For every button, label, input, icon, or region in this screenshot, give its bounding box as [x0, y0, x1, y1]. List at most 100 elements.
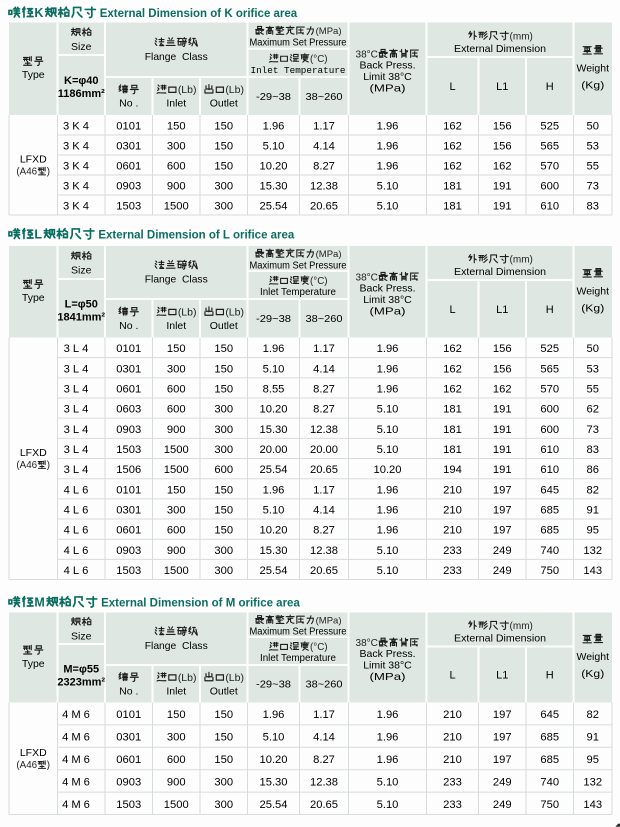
svg-text:150: 150	[167, 343, 186, 355]
svg-text:0903: 0903	[116, 776, 141, 788]
svg-text:Maximum Set Pressure: Maximum Set Pressure	[250, 627, 348, 638]
svg-text:10.20: 10.20	[374, 464, 402, 476]
svg-text:-29~38: -29~38	[256, 314, 291, 325]
svg-text:1.96: 1.96	[377, 754, 399, 766]
svg-text:Type: Type	[22, 658, 45, 670]
svg-text:): )	[47, 460, 50, 471]
svg-text:0601: 0601	[116, 161, 141, 173]
svg-text:Back Press.: Back Press.	[359, 282, 415, 294]
svg-text:Weight: Weight	[577, 651, 610, 663]
svg-text:156: 156	[493, 141, 512, 153]
svg-text:73: 73	[587, 181, 599, 193]
svg-text:156: 156	[493, 343, 512, 355]
svg-text:95: 95	[587, 525, 599, 537]
svg-text:L1: L1	[496, 81, 508, 93]
svg-text:External Dimension: External Dimension	[454, 44, 546, 55]
svg-text:1503: 1503	[116, 201, 141, 213]
svg-text:197: 197	[493, 504, 512, 516]
svg-text:12.38: 12.38	[310, 776, 338, 788]
svg-text:900: 900	[167, 776, 186, 788]
svg-text:181: 181	[443, 181, 462, 193]
svg-text:L=φ50: L=φ50	[65, 298, 98, 310]
svg-text:740: 740	[540, 545, 559, 557]
svg-text:600: 600	[540, 424, 559, 436]
svg-text:197: 197	[493, 754, 512, 766]
svg-text:12.38: 12.38	[310, 424, 338, 436]
svg-text:1500: 1500	[164, 444, 189, 456]
svg-text:685: 685	[540, 504, 559, 516]
svg-text:(A46: (A46	[16, 760, 37, 771]
svg-text:191: 191	[493, 464, 512, 476]
svg-text:(mm): (mm)	[510, 255, 533, 266]
svg-text:0601: 0601	[116, 383, 141, 395]
svg-text:5.10: 5.10	[377, 404, 399, 416]
svg-text:55: 55	[587, 161, 599, 173]
svg-text:0301: 0301	[116, 363, 141, 375]
svg-text:86: 86	[587, 464, 599, 476]
svg-text:8.27: 8.27	[313, 525, 335, 537]
svg-text:0101: 0101	[116, 709, 141, 721]
svg-text:95: 95	[587, 754, 599, 766]
svg-text:570: 570	[540, 383, 559, 395]
svg-text:Outlet: Outlet	[210, 685, 238, 697]
svg-text:4M6: 4M6	[62, 776, 93, 788]
svg-text:210: 210	[443, 732, 462, 744]
svg-text:181: 181	[443, 424, 462, 436]
svg-text:162: 162	[443, 121, 462, 133]
svg-text:191: 191	[493, 201, 512, 213]
svg-text:1.17: 1.17	[313, 343, 335, 355]
svg-text:H: H	[546, 81, 554, 93]
svg-text:Type: Type	[22, 69, 45, 81]
svg-text:1500: 1500	[164, 464, 189, 476]
svg-text:210: 210	[443, 709, 462, 721]
svg-text:0903: 0903	[116, 181, 141, 193]
svg-text:150: 150	[167, 484, 186, 496]
svg-text:1.17: 1.17	[313, 709, 335, 721]
svg-text:3K4: 3K4	[63, 161, 92, 173]
svg-text:1503: 1503	[116, 444, 141, 456]
svg-text:600: 600	[167, 404, 186, 416]
svg-text:300: 300	[214, 444, 233, 456]
svg-text:162: 162	[443, 383, 462, 395]
svg-text:162: 162	[493, 383, 512, 395]
svg-text:645: 645	[540, 484, 559, 496]
svg-text:210: 210	[443, 754, 462, 766]
svg-text:233: 233	[443, 545, 462, 557]
svg-text:0101: 0101	[116, 121, 141, 133]
svg-text:20.65: 20.65	[310, 464, 338, 476]
svg-text:Limit 38°C: Limit 38°C	[363, 660, 412, 672]
svg-text:4L6: 4L6	[64, 504, 92, 516]
svg-text:38°C: 38°C	[356, 49, 378, 60]
svg-text:12.38: 12.38	[310, 181, 338, 193]
svg-text:M=φ55: M=φ55	[63, 663, 99, 675]
svg-text:L: L	[449, 670, 455, 682]
svg-text:150: 150	[214, 754, 233, 766]
svg-text:1.96: 1.96	[377, 161, 399, 173]
svg-text:8.27: 8.27	[313, 161, 335, 173]
svg-text:5.10: 5.10	[263, 141, 285, 153]
svg-text:External Dimension of M orific: External Dimension of M orifice area	[101, 598, 300, 610]
svg-text:): )	[47, 760, 50, 771]
svg-text:249: 249	[493, 776, 512, 788]
svg-text:(Kg): (Kg)	[581, 668, 604, 680]
svg-text:150: 150	[214, 504, 233, 516]
svg-text:150: 150	[214, 121, 233, 133]
svg-text:L: L	[449, 81, 455, 93]
svg-text:685: 685	[540, 732, 559, 744]
svg-text:233: 233	[443, 799, 462, 811]
svg-text:600: 600	[167, 525, 186, 537]
svg-text:4M6: 4M6	[62, 709, 93, 721]
svg-text:1.96: 1.96	[377, 732, 399, 744]
svg-text:132: 132	[583, 545, 602, 557]
svg-text:162: 162	[443, 363, 462, 375]
svg-text:300: 300	[214, 201, 233, 213]
svg-text:3K4: 3K4	[63, 141, 92, 153]
svg-text:1.96: 1.96	[263, 484, 285, 496]
svg-text:600: 600	[167, 754, 186, 766]
svg-text:900: 900	[167, 545, 186, 557]
svg-text:91: 91	[587, 732, 599, 744]
svg-text:0301: 0301	[116, 732, 141, 744]
svg-text:(Lb): (Lb)	[178, 84, 197, 96]
svg-text:5.10: 5.10	[377, 545, 399, 557]
svg-text:570: 570	[540, 161, 559, 173]
